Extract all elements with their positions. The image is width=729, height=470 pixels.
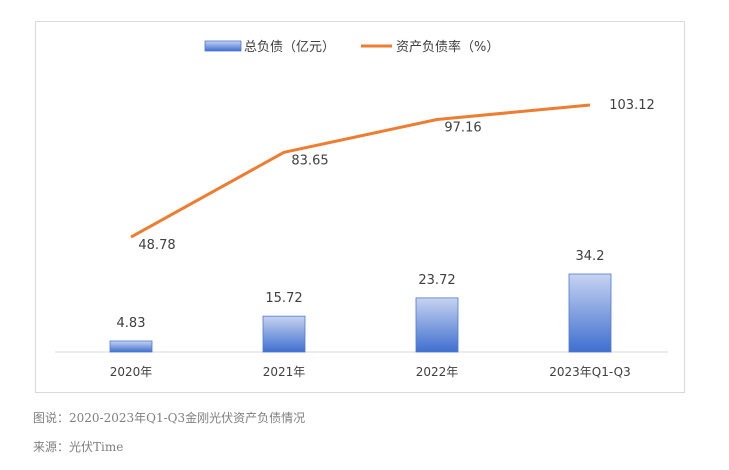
line-label-2: 97.16 (444, 121, 481, 136)
bar-1 (262, 315, 306, 353)
line-label-0: 48.78 (138, 238, 175, 253)
x-tick-3: 2023年Q1-Q3 (549, 365, 630, 379)
line-series (130, 103, 591, 239)
combo-chart: 总负债（亿元） 资产负债率（%） 4.83 15.72 23.72 34.2 48.78… (55, 39, 668, 379)
figure-caption: 图说：2020-2023年Q1-Q3金刚光伏资产负债情况 (33, 411, 306, 425)
x-tick-2: 2022年 (416, 365, 459, 379)
x-tick-0: 2020年 (110, 365, 153, 379)
legend-bar-swatch (204, 40, 242, 52)
bar-3 (568, 273, 612, 353)
x-tick-1: 2021年 (263, 365, 306, 379)
legend-bar-label: 总负债（亿元） (244, 40, 335, 55)
line-label-1: 83.65 (291, 153, 328, 168)
bar-0 (109, 340, 153, 353)
line-label-3: 103.12 (609, 98, 655, 113)
bar-label-1: 15.72 (265, 291, 302, 306)
source-caption: 来源：光伏Time (33, 440, 124, 454)
bar-2 (415, 297, 459, 353)
bar-label-2: 23.72 (418, 273, 455, 288)
legend-line-label: 资产负债率（%） (396, 39, 499, 55)
bar-label-3: 34.2 (576, 249, 605, 264)
bar-label-0: 4.83 (117, 316, 146, 331)
legend: 总负债（亿元） 资产负债率（%） (204, 39, 499, 55)
